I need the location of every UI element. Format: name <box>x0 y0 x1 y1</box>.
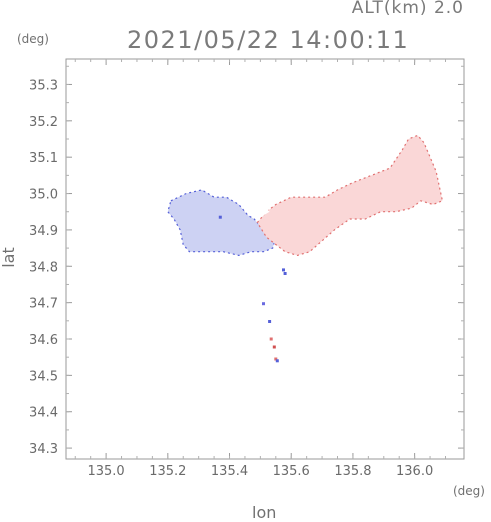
echo-cell-0 <box>262 302 265 306</box>
echo-cell-2 <box>269 337 273 341</box>
echo-region-positive <box>256 134 443 256</box>
x-tick-label: 135.0 <box>87 464 124 479</box>
echo-cell-7 <box>283 272 287 275</box>
y-tick-label: 34.8 <box>29 260 58 275</box>
echo-gap <box>251 200 270 216</box>
plot-frame <box>65 58 465 460</box>
echo-cell-8 <box>218 215 222 219</box>
y-tick-label: 35.3 <box>29 78 58 93</box>
y-tick-label: 35.1 <box>29 151 58 166</box>
x-tick-label: 135.8 <box>334 464 371 479</box>
x-tick-label: 135.4 <box>211 464 248 479</box>
x-tick-label: 136.0 <box>396 464 433 479</box>
x-tick-label: 135.2 <box>149 464 186 479</box>
x-tick-label: 135.6 <box>273 464 310 479</box>
y-tick-label: 34.4 <box>29 406 58 421</box>
echo-region-negative <box>167 189 277 256</box>
y-tick-label: 34.9 <box>29 224 58 239</box>
timestamp-title: 2021/05/22 14:00:11 <box>127 26 410 54</box>
echo-cell-6 <box>282 268 285 272</box>
y-tick-label: 35.2 <box>29 115 58 130</box>
x-axis-unit: (deg) <box>453 484 485 498</box>
y-tick-label: 34.5 <box>29 369 58 384</box>
echo-cell-5 <box>275 359 279 363</box>
x-axis-label: lon <box>252 503 277 522</box>
y-tick-label: 34.7 <box>29 297 58 312</box>
y-axis-unit: (deg) <box>17 32 49 46</box>
y-tick-label: 34.6 <box>29 333 58 348</box>
y-tick-label: 35.0 <box>29 188 58 203</box>
echo-layer <box>167 134 443 363</box>
y-tick-label: 34.3 <box>29 442 58 457</box>
echo-cell-3 <box>272 345 276 349</box>
axes-layer: 135.0 135.2 135.4 135.6 135.8 136.0 34.3 34.4 34… <box>29 58 465 479</box>
echo-cell-4 <box>274 357 278 361</box>
echo-cell-1 <box>268 320 272 323</box>
altitude-label: ALT(km) 2.0 <box>351 0 464 18</box>
